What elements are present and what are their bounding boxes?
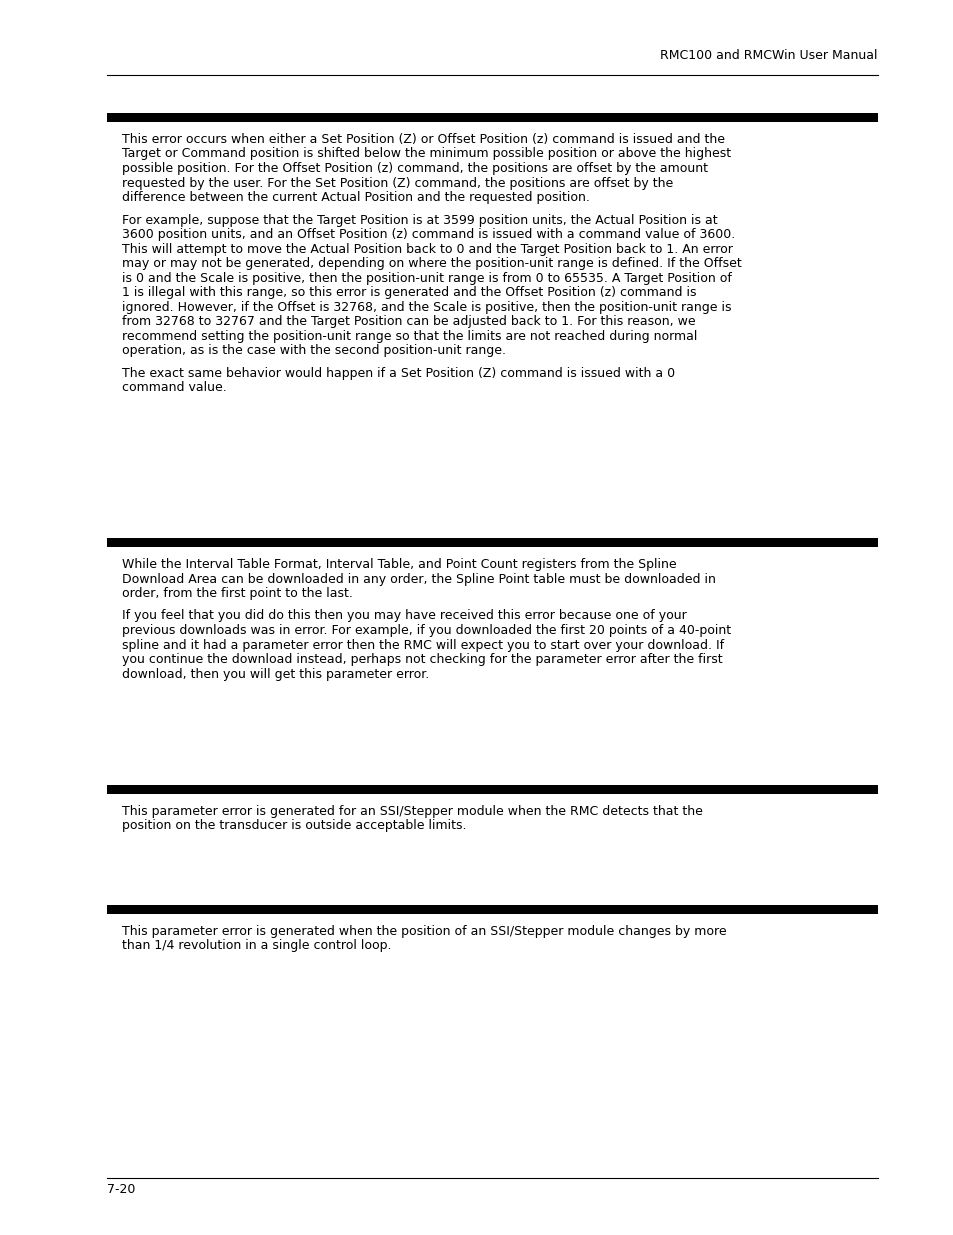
Text: 7-20: 7-20 [107,1183,135,1195]
Text: RMC100 and RMCWin User Manual: RMC100 and RMCWin User Manual [659,49,877,62]
Text: The exact same behavior would happen if a Set Position (Z) command is issued wit: The exact same behavior would happen if … [122,367,675,379]
Text: operation, as is the case with the second position-unit range.: operation, as is the case with the secon… [122,345,505,357]
Text: 1 is illegal with this range, so this error is generated and the Offset Position: 1 is illegal with this range, so this er… [122,287,696,299]
Text: This will attempt to move the Actual Position back to 0 and the Target Position : This will attempt to move the Actual Pos… [122,242,732,256]
Text: may or may not be generated, depending on where the position-unit range is defin: may or may not be generated, depending o… [122,257,741,270]
Text: download, then you will get this parameter error.: download, then you will get this paramet… [122,667,429,680]
Text: Download Area can be downloaded in any order, the Spline Point table must be dow: Download Area can be downloaded in any o… [122,573,715,585]
Text: from 32768 to 32767 and the Target Position can be adjusted back to 1. For this : from 32768 to 32767 and the Target Posit… [122,315,695,329]
Text: difference between the current Actual Position and the requested position.: difference between the current Actual Po… [122,191,589,204]
Text: spline and it had a parameter error then the RMC will expect you to start over y: spline and it had a parameter error then… [122,638,723,652]
Text: For example, suppose that the Target Position is at 3599 position units, the Act: For example, suppose that the Target Pos… [122,214,717,226]
Text: position on the transducer is outside acceptable limits.: position on the transducer is outside ac… [122,820,466,832]
Text: you continue the download instead, perhaps not checking for the parameter error : you continue the download instead, perha… [122,653,721,666]
Bar [107,785,877,794]
Bar [107,905,877,914]
Text: This error occurs when either a Set Position (Z) or Offset Position (z) command : This error occurs when either a Set Posi… [122,133,724,146]
Text: previous downloads was in error. For example, if you downloaded the first 20 poi: previous downloads was in error. For exa… [122,624,730,637]
Text: possible position. For the Offset Position (z) command, the positions are offset: possible position. For the Offset Positi… [122,162,707,175]
Text: This parameter error is generated for an SSI/Stepper module when the RMC detects: This parameter error is generated for an… [122,805,702,818]
Bar [107,538,877,547]
Text: than 1/4 revolution in a single control loop.: than 1/4 revolution in a single control … [122,940,391,952]
Text: Target or Command position is shifted below the minimum possible position or abo: Target or Command position is shifted be… [122,147,730,161]
Bar [107,112,877,122]
Text: This parameter error is generated when the position of an SSI/Stepper module cha: This parameter error is generated when t… [122,925,726,939]
Text: recommend setting the position-unit range so that the limits are not reached dur: recommend setting the position-unit rang… [122,330,697,342]
Text: requested by the user. For the Set Position (Z) command, the positions are offse: requested by the user. For the Set Posit… [122,177,673,189]
Text: order, from the first point to the last.: order, from the first point to the last. [122,587,353,600]
Text: While the Interval Table Format, Interval Table, and Point Count registers from : While the Interval Table Format, Interva… [122,558,676,571]
Text: is 0 and the Scale is positive, then the position-unit range is from 0 to 65535.: is 0 and the Scale is positive, then the… [122,272,731,284]
Text: ignored. However, if the Offset is 32768, and the Scale is positive, then the po: ignored. However, if the Offset is 32768… [122,300,731,314]
Text: command value.: command value. [122,382,227,394]
Text: If you feel that you did do this then you may have received this error because o: If you feel that you did do this then yo… [122,610,686,622]
Text: 3600 position units, and an Offset Position (z) command is issued with a command: 3600 position units, and an Offset Posit… [122,228,735,241]
